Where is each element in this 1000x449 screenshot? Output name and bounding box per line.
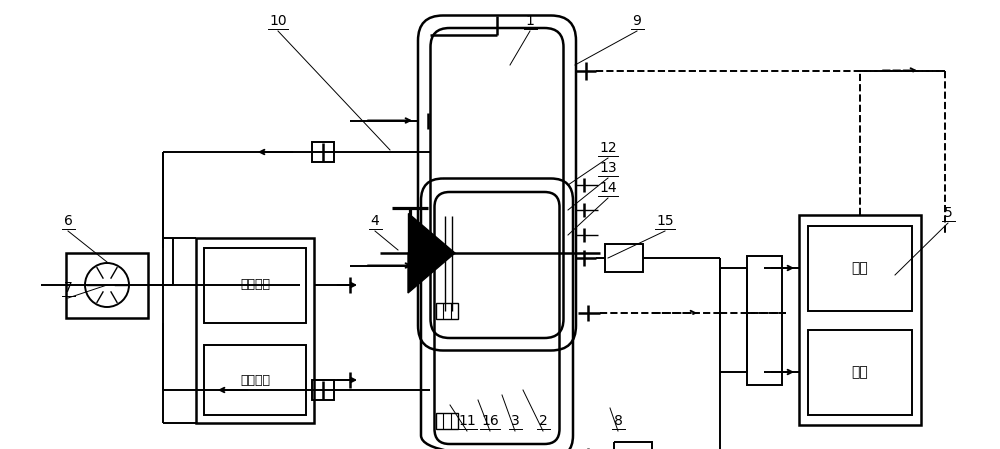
Bar	[436, 413, 458, 428]
Bar	[196, 238, 314, 423]
Bar	[312, 142, 334, 162]
Text: 3: 3	[511, 414, 519, 428]
Text: 11: 11	[458, 414, 476, 428]
Bar	[312, 380, 334, 400]
Text: 6: 6	[64, 214, 72, 228]
Bar	[204, 345, 306, 415]
Text: 2: 2	[539, 414, 547, 428]
Text: 14: 14	[599, 181, 617, 195]
Text: 热源: 热源	[852, 261, 868, 275]
Bar	[808, 225, 912, 311]
Bar	[799, 215, 921, 425]
Bar	[204, 247, 306, 322]
Text: 纯水机组: 纯水机组	[240, 278, 270, 291]
Bar	[66, 252, 148, 317]
Text: 12: 12	[599, 141, 617, 155]
Bar	[808, 330, 912, 414]
Text: 7: 7	[64, 281, 72, 295]
Text: 5: 5	[944, 206, 952, 220]
Text: 加湿设备: 加湿设备	[240, 374, 270, 387]
Bar	[746, 255, 782, 384]
Bar	[614, 441, 652, 449]
Text: 1: 1	[526, 14, 534, 28]
Text: 16: 16	[481, 414, 499, 428]
Text: 13: 13	[599, 161, 617, 175]
Text: 冷源: 冷源	[852, 365, 868, 379]
Polygon shape	[408, 213, 455, 253]
Text: 8: 8	[614, 414, 622, 428]
Polygon shape	[408, 253, 455, 293]
Bar	[605, 244, 643, 272]
Text: 9: 9	[633, 14, 641, 28]
Text: 4: 4	[371, 214, 379, 228]
Text: 15: 15	[656, 214, 674, 228]
Bar	[436, 303, 458, 318]
Text: 10: 10	[269, 14, 287, 28]
